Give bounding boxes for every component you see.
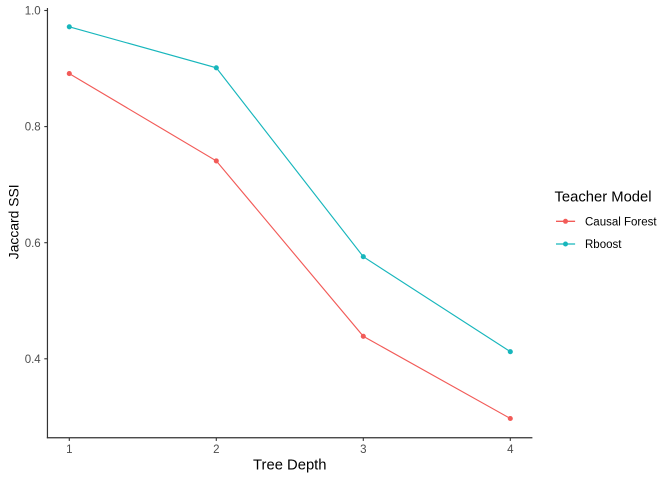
svg-text:Causal Forest: Causal Forest [585,217,657,229]
svg-text:0.4: 0.4 [25,354,42,366]
svg-text:0.6: 0.6 [25,238,41,250]
svg-text:1: 1 [66,444,72,456]
svg-text:Teacher Model: Teacher Model [555,189,652,205]
svg-text:2: 2 [213,444,219,456]
svg-text:Tree Depth: Tree Depth [253,457,326,473]
svg-text:Rboost: Rboost [585,239,622,251]
svg-text:3: 3 [360,444,366,456]
svg-text:4: 4 [507,444,514,456]
svg-text:0.8: 0.8 [25,122,41,134]
svg-text:Jaccard SSI: Jaccard SSI [6,184,22,259]
svg-text:1.0: 1.0 [25,6,41,18]
